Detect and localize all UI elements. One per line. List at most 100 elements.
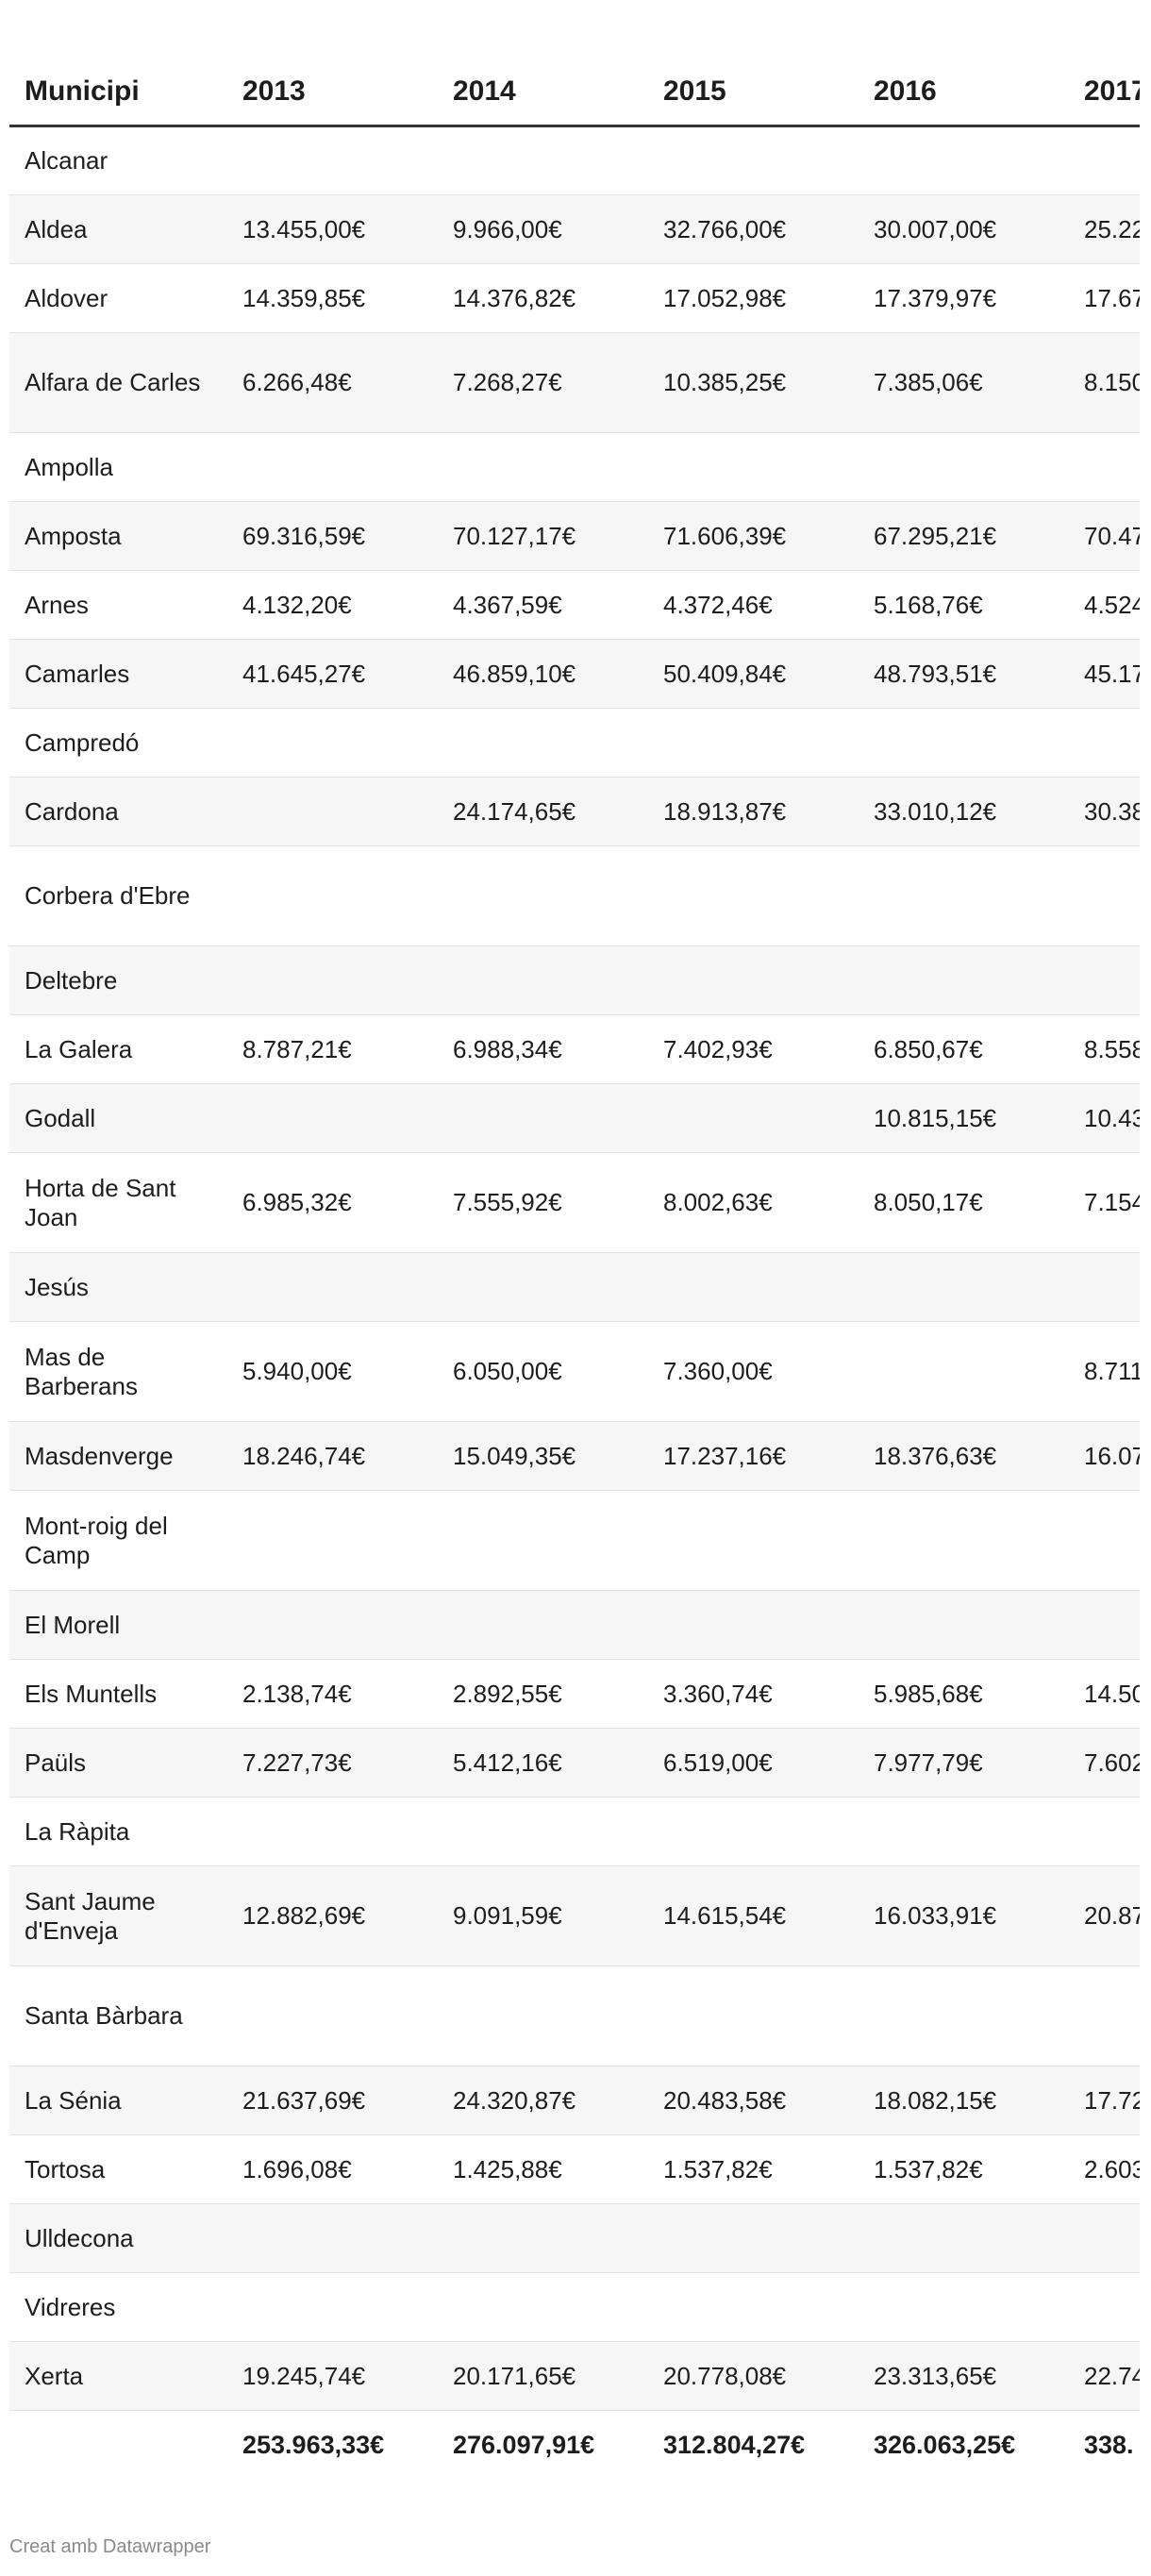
total-cell: 326.063,25€: [859, 2410, 1069, 2479]
value-cell: 67.295,21€: [859, 501, 1069, 571]
value-cell: 16.033,91€: [859, 1865, 1069, 1966]
municipi-cell: Corbera d'Ebre: [9, 845, 227, 946]
value-cell: [859, 945, 1069, 1015]
value-cell: [648, 125, 859, 195]
municipi-cell: Campredó: [9, 708, 227, 778]
value-cell: [1069, 1590, 1140, 1660]
value-cell: [438, 1252, 648, 1322]
municipi-cell: La Ràpita: [9, 1797, 227, 1866]
table-row: Deltebre: [9, 945, 1140, 1015]
value-cell: 13.455,00€: [227, 194, 438, 264]
municipi-cell: Mas de Barberans: [9, 1321, 227, 1422]
value-cell: 2.892,55€: [438, 1659, 648, 1729]
value-cell: 6.050,00€: [438, 1321, 648, 1422]
value-cell: 10.815,15€: [859, 1083, 1069, 1153]
value-cell: 1.696,08€: [227, 2134, 438, 2204]
value-cell: [859, 432, 1069, 502]
value-cell: 4.372,46€: [648, 570, 859, 640]
value-cell: [438, 1965, 648, 2066]
value-cell: 7.555,92€: [438, 1152, 648, 1253]
column-header[interactable]: 2014: [438, 59, 648, 127]
value-cell: [1069, 125, 1140, 195]
table-row: Amposta 69.316,59€ 70.127,17€ 71.606,39€ 67.…: [9, 501, 1140, 571]
value-cell: 30.38: [1069, 777, 1140, 846]
total-cell: 338.: [1069, 2410, 1140, 2479]
value-cell: 23.313,65€: [859, 2341, 1069, 2411]
column-header[interactable]: 2017: [1069, 59, 1140, 127]
value-cell: [227, 2203, 438, 2273]
value-cell: 7.154: [1069, 1152, 1140, 1253]
value-cell: 20.171,65€: [438, 2341, 648, 2411]
value-cell: [648, 1490, 859, 1591]
value-cell: 14.359,85€: [227, 263, 438, 333]
value-cell: 18.376,63€: [859, 1421, 1069, 1491]
value-cell: [648, 2272, 859, 2342]
column-header[interactable]: 2013: [227, 59, 438, 127]
datawrapper-credit[interactable]: Creat amb Datawrapper: [9, 2536, 211, 2557]
value-cell: 7.602: [1069, 1728, 1140, 1798]
totals-label-cell: [9, 2410, 227, 2479]
value-cell: 8.558: [1069, 1014, 1140, 1084]
table-row: La Ràpita: [9, 1797, 1140, 1866]
value-cell: 6.519,00€: [648, 1728, 859, 1798]
value-cell: 9.966,00€: [438, 194, 648, 264]
value-cell: [859, 708, 1069, 778]
value-cell: 69.316,59€: [227, 501, 438, 571]
municipi-cell: La Galera: [9, 1014, 227, 1084]
value-cell: 4.132,20€: [227, 570, 438, 640]
data-table: Municipi 2013 2014 2015 2016 2017 Alcana…: [9, 59, 1140, 2479]
value-cell: [438, 125, 648, 195]
value-cell: [227, 708, 438, 778]
table-row: Santa Bàrbara: [9, 1965, 1140, 2066]
value-cell: [438, 2203, 648, 2273]
column-header[interactable]: 2015: [648, 59, 859, 127]
value-cell: 8.787,21€: [227, 1014, 438, 1084]
value-cell: [1069, 1797, 1140, 1866]
municipi-cell: La Sénia: [9, 2066, 227, 2135]
value-cell: 48.793,51€: [859, 639, 1069, 709]
total-cell: 276.097,91€: [438, 2410, 648, 2479]
value-cell: [648, 1083, 859, 1153]
value-cell: 32.766,00€: [648, 194, 859, 264]
column-header[interactable]: Municipi: [9, 59, 227, 127]
column-header[interactable]: 2016: [859, 59, 1069, 127]
value-cell: 7.360,00€: [648, 1321, 859, 1422]
value-cell: 17.379,97€: [859, 263, 1069, 333]
value-cell: 10.385,25€: [648, 332, 859, 433]
value-cell: [648, 1590, 859, 1660]
value-cell: 18.246,74€: [227, 1421, 438, 1491]
value-cell: [859, 1797, 1069, 1866]
value-cell: 8.002,63€: [648, 1152, 859, 1253]
municipi-cell: Arnes: [9, 570, 227, 640]
table-row: Jesús: [9, 1252, 1140, 1322]
value-cell: [438, 1797, 648, 1866]
value-cell: 17.67: [1069, 263, 1140, 333]
value-cell: [1069, 708, 1140, 778]
value-cell: [648, 1252, 859, 1322]
value-cell: [648, 1965, 859, 2066]
table-row: Ampolla: [9, 432, 1140, 502]
value-cell: 22.74: [1069, 2341, 1140, 2411]
value-cell: [227, 1083, 438, 1153]
value-cell: 4.524: [1069, 570, 1140, 640]
municipi-cell: Ampolla: [9, 432, 227, 502]
municipi-cell: Paüls: [9, 1728, 227, 1798]
municipi-cell: Jesús: [9, 1252, 227, 1322]
value-cell: 4.367,59€: [438, 570, 648, 640]
value-cell: 1.537,82€: [859, 2134, 1069, 2204]
totals-row: 253.963,33€ 276.097,91€ 312.804,27€ 326.063…: [9, 2410, 1140, 2479]
value-cell: 46.859,10€: [438, 639, 648, 709]
value-cell: [859, 1252, 1069, 1322]
value-cell: [1069, 945, 1140, 1015]
value-cell: 2.138,74€: [227, 1659, 438, 1729]
table-row: La Sénia 21.637,69€ 24.320,87€ 20.483,58€ 18…: [9, 2066, 1140, 2135]
value-cell: [438, 1083, 648, 1153]
value-cell: 30.007,00€: [859, 194, 1069, 264]
value-cell: [1069, 2272, 1140, 2342]
value-cell: 2.603: [1069, 2134, 1140, 2204]
municipi-cell: Els Muntells: [9, 1659, 227, 1729]
municipi-cell: Mont-roig del Camp: [9, 1490, 227, 1591]
municipi-cell: Alfara de Carles: [9, 332, 227, 433]
table-row: La Galera 8.787,21€ 6.988,34€ 7.402,93€ 6.85…: [9, 1014, 1140, 1084]
value-cell: 6.985,32€: [227, 1152, 438, 1253]
